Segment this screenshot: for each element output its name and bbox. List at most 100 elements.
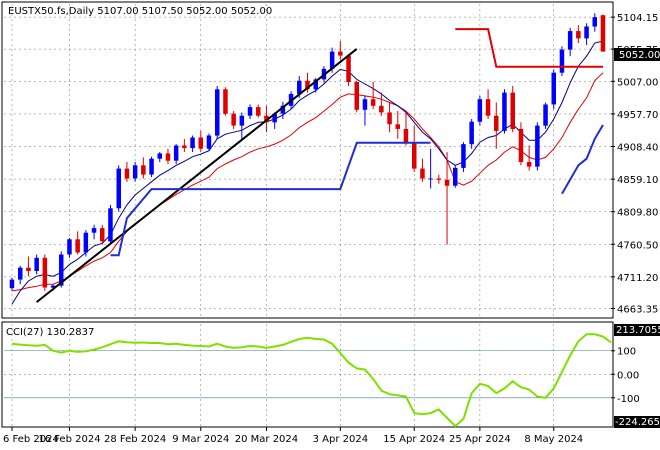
candle-body	[502, 92, 507, 131]
candle-body	[420, 168, 425, 179]
candle-body	[379, 105, 384, 113]
x-tick-label: 8 May 2024	[524, 434, 583, 445]
x-tick-label: 6 Feb 2024	[3, 434, 59, 445]
axes: 5104.155055.755007.004957.704908.404859.…	[3, 13, 658, 445]
candle-body	[116, 168, 121, 209]
price-panel	[1, 1, 614, 319]
cci-min-badge: -224.2659	[615, 417, 660, 428]
candle-body	[305, 80, 310, 90]
y-tick-label: 4809.80	[617, 208, 658, 219]
resistance-step-line	[455, 28, 603, 68]
candle-body	[551, 72, 556, 105]
candle-body	[59, 254, 64, 286]
x-tick-label: 28 Feb 2024	[104, 434, 166, 445]
candle-body	[91, 228, 97, 233]
cci-tick-label: 0.00	[617, 370, 639, 381]
candle-body	[108, 208, 113, 242]
candle-body	[206, 135, 212, 149]
cci-min-badge-bg	[614, 416, 660, 428]
candle-body	[223, 89, 228, 114]
support-step-line	[561, 124, 604, 195]
candle-body	[403, 128, 409, 143]
x-tick-label: 3 Apr 2024	[313, 434, 368, 445]
candle-body	[453, 167, 458, 186]
cci-tick-label: -100	[617, 394, 640, 405]
candle-body	[526, 162, 532, 167]
candle-body	[395, 124, 400, 129]
overlay-lines	[36, 28, 604, 303]
candle-body	[42, 257, 48, 288]
candle-body	[559, 49, 565, 73]
y-tick-label: 4711.20	[617, 273, 658, 284]
y-tick-label: 4760.50	[617, 240, 658, 251]
candle-body	[215, 89, 220, 136]
candle-body	[436, 178, 442, 180]
cci-max-badge: 213.7055	[616, 325, 660, 336]
candle-body	[543, 104, 548, 126]
candles	[9, 13, 606, 291]
candle-body	[141, 165, 146, 175]
candle-body	[149, 158, 154, 175]
candle-body	[26, 267, 31, 271]
candle-body	[387, 112, 392, 125]
candle-body	[247, 107, 253, 116]
candle-body	[182, 145, 187, 149]
candle-body	[428, 178, 433, 180]
slow-ma-line	[11, 72, 604, 292]
y-tick-label: 4957.70	[617, 110, 658, 121]
candle-body	[280, 105, 286, 114]
candle-body	[264, 115, 269, 123]
candle-body	[50, 285, 56, 288]
candle-body	[313, 79, 318, 90]
candle-body	[34, 257, 39, 271]
candle-body	[173, 145, 179, 161]
cci-tick-label: 100	[617, 347, 636, 358]
candle-body	[9, 279, 15, 289]
price-badge: 5052.00	[619, 50, 660, 61]
x-tick-label: 9 Mar 2024	[172, 434, 229, 445]
support-step-line	[110, 141, 431, 257]
price-badge-bg	[614, 48, 660, 61]
candle-body	[239, 115, 245, 126]
candle-body	[231, 113, 236, 126]
candle-body	[485, 99, 491, 116]
candle-body	[477, 99, 483, 122]
candle-body	[469, 121, 474, 145]
x-tick-label: 16 Feb 2024	[38, 434, 100, 445]
candle-body	[354, 82, 359, 110]
candle-body	[346, 55, 351, 82]
cci-label: CCI(27) 130.2837	[6, 327, 94, 338]
candle-body	[329, 51, 335, 69]
candle-body	[157, 153, 162, 159]
candle-body	[100, 228, 105, 242]
candle-body	[412, 142, 417, 169]
y-tick-label: 4663.35	[617, 304, 658, 315]
candle-body	[576, 31, 581, 39]
candle-body	[592, 17, 597, 27]
candle-body	[494, 115, 499, 131]
candle-body	[198, 137, 203, 149]
cci-layer	[11, 333, 612, 428]
trendline	[36, 48, 358, 303]
y-tick-label: 4859.10	[617, 175, 658, 186]
cci-max-badge-bg	[614, 324, 660, 336]
candle-body	[370, 99, 376, 106]
candle-body	[567, 31, 573, 50]
candle-body	[75, 239, 80, 253]
candle-body	[362, 99, 368, 110]
x-tick-label: 20 Mar 2024	[235, 434, 298, 445]
chart-title: EUSTX50.fs,Daily 5107.00 5107.50 5052.00…	[8, 6, 272, 17]
candle-body	[444, 179, 450, 186]
candle-body	[67, 239, 72, 255]
candle-body	[600, 15, 606, 52]
candle-body	[124, 168, 130, 179]
x-tick-label: 25 Apr 2024	[449, 434, 511, 445]
candle-body	[461, 144, 466, 168]
candle-body	[190, 137, 195, 149]
y-tick-label: 5104.15	[617, 13, 658, 24]
candle-body	[18, 267, 23, 280]
candle-body	[272, 113, 277, 123]
candle-body	[83, 232, 89, 253]
cci-line	[11, 333, 612, 428]
